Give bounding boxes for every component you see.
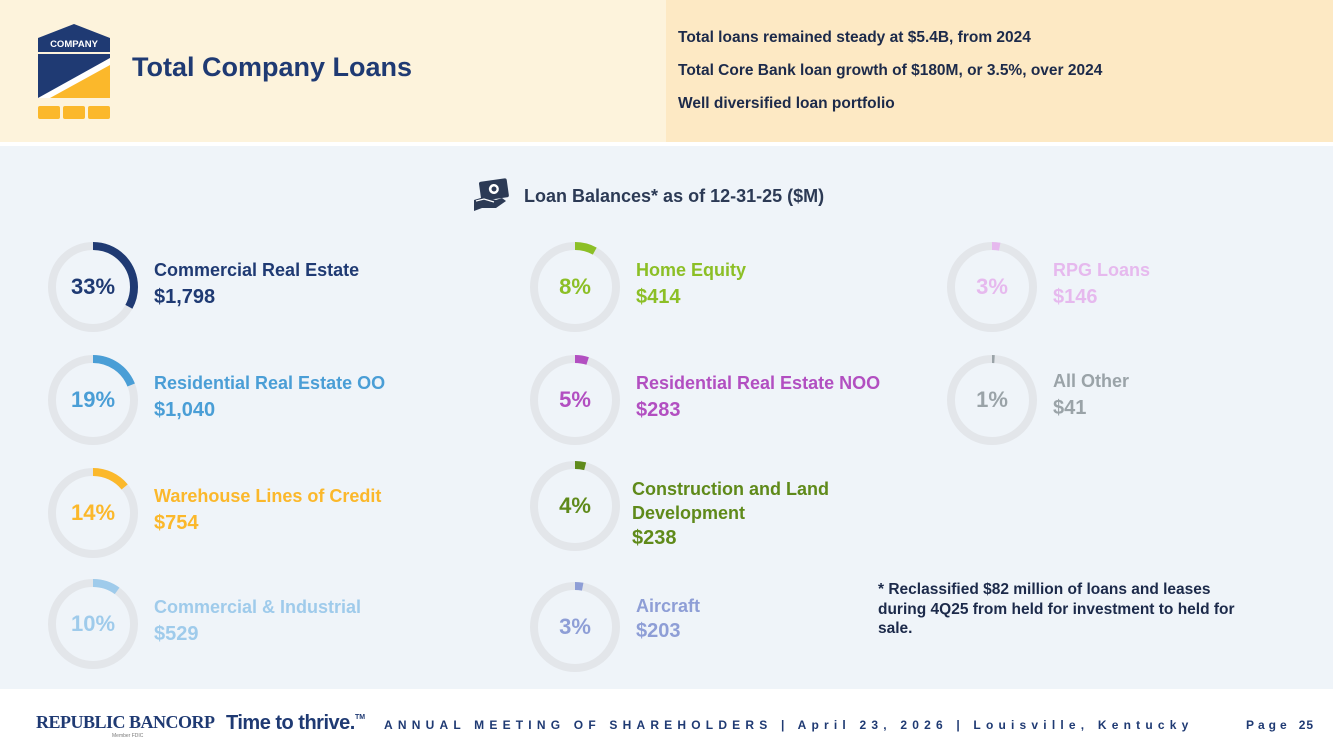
donut-ring xyxy=(530,242,620,332)
donut-ring xyxy=(530,582,620,672)
percent-label: 19% xyxy=(70,387,116,412)
brand-logo: REPUBLIC BANCORP xyxy=(36,712,215,732)
donut-ring xyxy=(530,355,620,445)
page-indicator: Page 25 xyxy=(1246,718,1314,732)
category-amount: $238 xyxy=(632,527,677,549)
category-name: Aircraft xyxy=(636,596,701,616)
donut-ring xyxy=(48,355,138,445)
logo-text: COMPANY xyxy=(50,39,99,50)
highlights-panel xyxy=(666,0,1333,142)
ring-segment xyxy=(530,355,620,445)
ring-segment xyxy=(530,582,620,672)
category-name: Home Equity xyxy=(636,260,747,280)
page-number: 25 xyxy=(1298,718,1315,732)
category-amount: $754 xyxy=(154,512,199,534)
ring-segment xyxy=(48,468,138,558)
category-name: All Other xyxy=(1053,371,1130,391)
highlight-item: Total Core Bank loan growth of $180M, or… xyxy=(678,62,1103,79)
ring-segment xyxy=(48,579,138,669)
ring-segment xyxy=(530,242,620,332)
category-amount: $529 xyxy=(154,623,199,645)
header-panel xyxy=(0,0,666,142)
section-title: Loan Balances* as of 12-31-25 ($M) xyxy=(472,178,824,214)
category-name: Construction and Land Development xyxy=(632,479,829,523)
ring-segment xyxy=(48,355,138,445)
trademark: TM xyxy=(355,714,366,721)
percent-label: 3% xyxy=(559,614,591,639)
category-name: Commercial & Industrial xyxy=(154,597,362,617)
footer xyxy=(0,690,1333,749)
category-amount: $1,040 xyxy=(154,399,216,421)
highlights-list: Total loans remained steady at $5.4B, fr… xyxy=(678,28,1102,127)
footnote: * Reclassified $82 million of loans and … xyxy=(878,581,1235,637)
category-amount: $41 xyxy=(1053,397,1087,419)
percent-label: 1% xyxy=(976,387,1008,412)
percent-label: 33% xyxy=(70,274,116,299)
page-label: Page xyxy=(1246,718,1291,732)
tagline: Time to thrive. xyxy=(226,712,355,734)
category-name: Commercial Real Estate xyxy=(154,260,360,280)
ring-segment xyxy=(48,242,138,332)
page-title: Total Company Loans xyxy=(132,52,413,82)
category-amount: $203 xyxy=(636,620,681,642)
category-amount: $414 xyxy=(636,286,681,308)
member-fdic: Member FDIC xyxy=(112,733,144,739)
category-name: Residential Real Estate OO xyxy=(154,373,386,393)
percent-label: 4% xyxy=(559,493,591,518)
meeting-info: ANNUAL MEETING OF SHAREHOLDERS | April 2… xyxy=(384,718,1194,732)
category-name: Residential Real Estate NOO xyxy=(636,373,881,393)
money-hand-icon xyxy=(474,178,509,211)
highlight-item: Total loans remained steady at $5.4B, fr… xyxy=(678,29,1031,46)
ring-segment xyxy=(530,461,620,551)
highlight-item: Well diversified loan portfolio xyxy=(678,95,895,112)
percent-label: 10% xyxy=(70,611,116,636)
category-name: Warehouse Lines of Credit xyxy=(154,486,382,506)
donut-ring xyxy=(947,242,1037,332)
ring-segment xyxy=(947,355,1037,445)
category-name: RPG Loans xyxy=(1053,260,1151,280)
donut-ring xyxy=(530,461,620,551)
percent-label: 8% xyxy=(559,274,591,299)
ring-segment xyxy=(947,242,1037,332)
category-amount: $146 xyxy=(1053,286,1098,308)
percent-label: 3% xyxy=(976,274,1008,299)
donut-ring xyxy=(48,468,138,558)
percent-label: 5% xyxy=(559,387,591,412)
category-amount: $283 xyxy=(636,399,681,421)
donut-ring xyxy=(48,242,138,332)
donut-ring xyxy=(947,355,1037,445)
donut-ring xyxy=(48,579,138,669)
percent-label: 14% xyxy=(70,500,116,525)
section-title-text: Loan Balances* as of 12-31-25 ($M) xyxy=(524,185,825,206)
company-logo: COMPANY xyxy=(38,24,110,119)
chart-panel xyxy=(0,146,1333,689)
category-amount: $1,798 xyxy=(154,286,216,308)
